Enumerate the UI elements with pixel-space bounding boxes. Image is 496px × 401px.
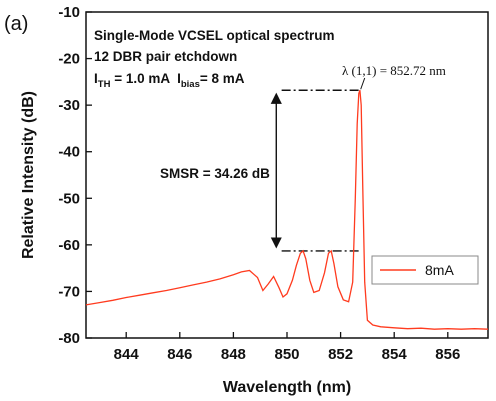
series-line-8mA	[85, 89, 489, 330]
x-axis-title: Wavelength (nm)	[223, 379, 351, 396]
peak-leader-line	[360, 77, 366, 90]
x-tick-label: 846	[167, 346, 192, 363]
ith-value: = 1.0 mA	[110, 71, 177, 86]
y-tick-label: -20	[58, 51, 80, 68]
ibias-value: = 8 mA	[200, 71, 245, 86]
x-tick-label: 848	[221, 346, 246, 363]
y-tick-label: -40	[58, 144, 80, 161]
y-axis-title: Relative Intensity (dB)	[20, 91, 37, 259]
x-tick-label: 852	[328, 346, 353, 363]
ith-subscript: TH	[98, 79, 111, 90]
y-tick-label: -50	[58, 190, 80, 207]
annotation-line-1: Single-Mode VCSEL optical spectrum	[94, 28, 335, 43]
x-axis: 844 846 848 850 852 854 856	[114, 332, 460, 363]
ibias-symbol: I	[177, 71, 181, 86]
x-tick-label: 844	[114, 346, 140, 363]
y-tick-label: -30	[58, 97, 80, 114]
x-tick-label: 856	[435, 346, 460, 363]
ith-symbol: I	[94, 71, 98, 86]
ibias-subscript: bias	[181, 79, 200, 90]
annotation-block: Single-Mode VCSEL optical spectrum 12 DB…	[94, 28, 335, 90]
peak-wavelength-label: λ (1,1) = 852.72 nm	[342, 63, 446, 78]
y-axis: -10 -20 -30 -40 -50 -60 -70 -80	[58, 4, 92, 347]
y-tick-label: -80	[58, 330, 80, 347]
annotation-line-3: ITH = 1.0 mA Ibias= 8 mA	[94, 71, 245, 90]
smsr-label: SMSR = 34.26 dB	[160, 166, 270, 181]
y-tick-label: -60	[58, 237, 80, 254]
panel-label: (a)	[4, 13, 28, 35]
annotation-line-2: 12 DBR pair etchdown	[94, 49, 237, 64]
y-tick-label: -70	[58, 283, 80, 300]
x-tick-label: 850	[274, 346, 299, 363]
legend: 8mA	[371, 255, 479, 285]
x-tick-label: 854	[382, 346, 408, 363]
legend-label: 8mA	[425, 262, 454, 278]
y-tick-label: -10	[58, 4, 80, 21]
